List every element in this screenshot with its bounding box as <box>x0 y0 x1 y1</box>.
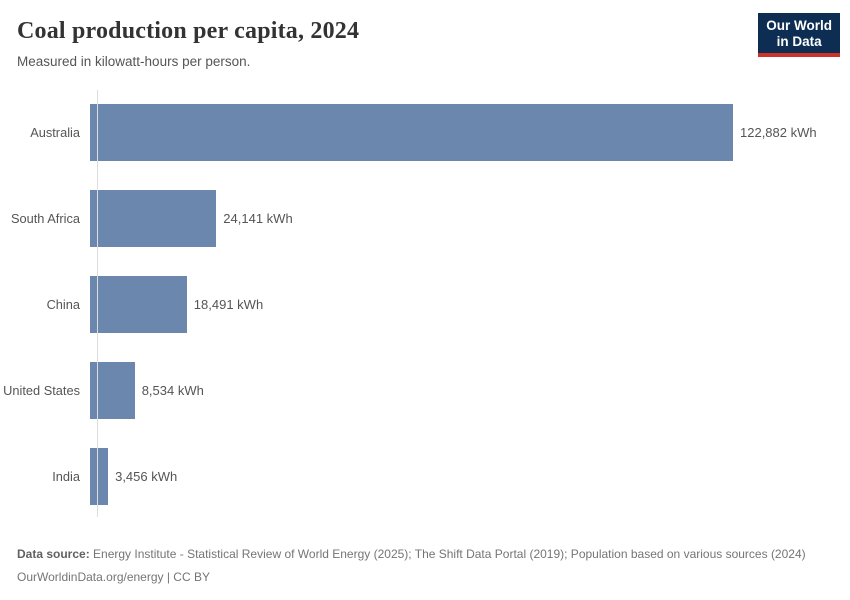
data-source-line: Data source: Energy Institute - Statisti… <box>17 545 829 563</box>
value-label: 122,882 kWh <box>740 125 817 141</box>
value-label: 24,141 kWh <box>223 211 293 227</box>
owid-logo-line1: Our World <box>766 18 832 33</box>
page-title: Coal production per capita, 2024 <box>17 18 360 44</box>
value-label: 3,456 kWh <box>115 468 178 484</box>
bar-chart: Australia 122,882 kWh South Africa 24,141 k… <box>0 90 850 519</box>
chart-footer: Data source: Energy Institute - Statisti… <box>17 545 829 586</box>
y-axis-line <box>97 90 98 517</box>
data-source-label: Data source: <box>17 547 90 561</box>
owid-logo-line2: in Data <box>776 34 822 49</box>
category-label: China <box>46 296 80 312</box>
chart-row: Australia 122,882 kWh <box>0 90 850 176</box>
owid-link[interactable]: OurWorldinData.org/energy | CC BY <box>17 570 210 584</box>
data-source-text: Energy Institute - Statistical Review of… <box>89 547 806 561</box>
owid-logo[interactable]: Our World in Data <box>758 13 840 57</box>
chart-row: India 3,456 kWh <box>0 433 850 519</box>
bar[interactable] <box>90 190 217 248</box>
bar[interactable] <box>90 104 733 162</box>
category-label: South Africa <box>10 211 80 227</box>
chart-row: China 18,491 kWh <box>0 262 850 348</box>
category-label: India <box>52 468 80 484</box>
category-label: Australia <box>30 125 80 141</box>
chart-row: South Africa 24,141 kWh <box>0 176 850 262</box>
chart-header: Coal production per capita, 2024 Measure… <box>0 0 850 70</box>
value-label: 8,534 kWh <box>141 382 204 398</box>
bar[interactable] <box>90 275 187 333</box>
value-label: 18,491 kWh <box>193 296 264 312</box>
chart-row: United States 8,534 kWh <box>0 347 850 433</box>
chart-subtitle: Measured in kilowatt-hours per person. <box>17 54 251 69</box>
bar[interactable] <box>90 447 109 505</box>
category-label: United States <box>3 382 80 398</box>
